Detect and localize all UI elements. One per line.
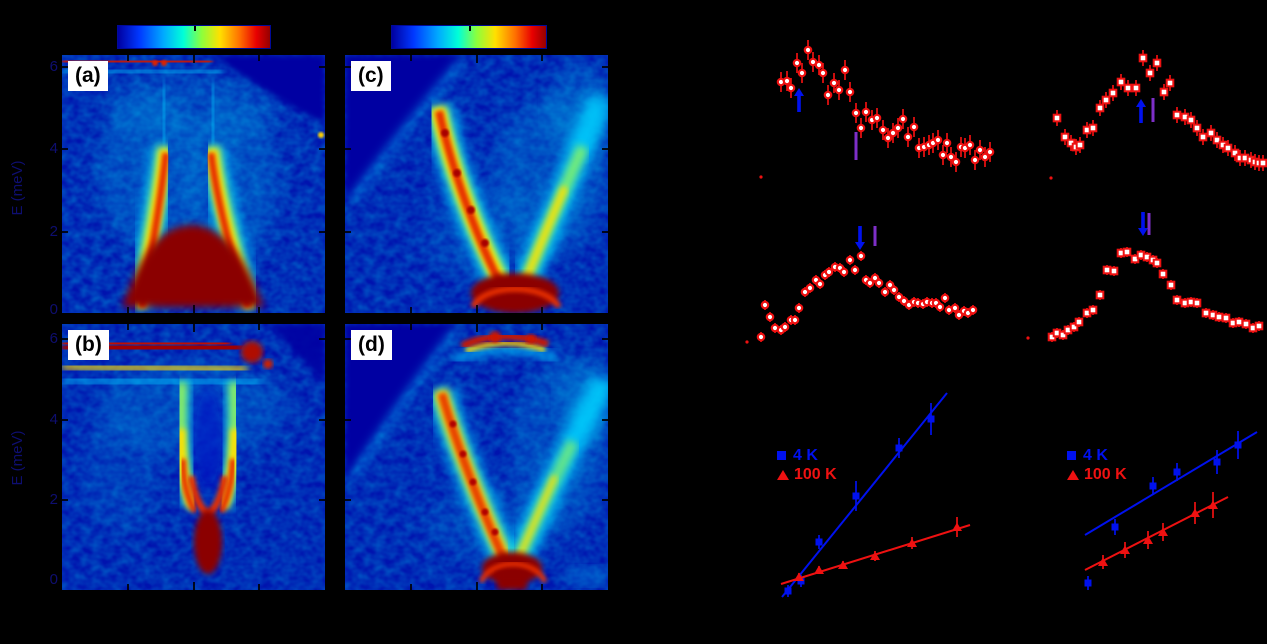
panel-a-ticks (62, 55, 325, 313)
legend-label-100k: 100 K (794, 465, 837, 483)
panel-label-b: (b) (68, 330, 109, 360)
legend-label-4k: 4 K (1083, 446, 1108, 464)
fit-line (781, 392, 948, 598)
ytick-top-6: 6 (49, 58, 58, 75)
panel-label-a: (a) (68, 61, 108, 91)
panel-label-c: (c) (351, 61, 391, 91)
ytick-bot-2: 2 (49, 491, 58, 508)
ytick-bot-4: 4 (49, 411, 58, 428)
fit-panel-i (780, 392, 971, 598)
blue-square-marker-icon (777, 451, 786, 460)
panel-c-ticks (345, 55, 608, 313)
legend-row-4k: 4 K (777, 446, 837, 465)
scatter-panel-e (759, 40, 995, 179)
ytick-bot-0: 0 (49, 571, 58, 588)
fit-line (1084, 496, 1229, 571)
panel-label-d: (d) (351, 330, 392, 360)
colorbar-left-tick (194, 26, 196, 31)
legend-label-100k: 100 K (1084, 465, 1127, 483)
fit-panel-j (1084, 431, 1258, 590)
legend-label-4k: 4 K (793, 446, 818, 464)
scatter-panel-g (745, 226, 978, 344)
ytick-top-2: 2 (49, 223, 58, 240)
colorbar-right-tick (469, 26, 471, 31)
blue-arrowhead-icon (1136, 99, 1146, 107)
panel-d-ticks (345, 324, 608, 590)
blue-square-marker-icon (1067, 451, 1076, 460)
blue-arrowhead-icon (794, 88, 804, 96)
legend-right-fit-panel: 4 K 100 K (1067, 446, 1127, 484)
blue-arrowhead-icon (1138, 228, 1148, 236)
legend-left-fit-panel: 4 K 100 K (777, 446, 837, 484)
scatter-panel-f (1049, 50, 1267, 180)
ytick-top-0: 0 (49, 301, 58, 318)
legend-row-100k: 100 K (1067, 465, 1127, 484)
heatmap-panel-a (62, 55, 325, 313)
panel-b-ticks (62, 324, 325, 590)
red-triangle-marker-icon (777, 469, 789, 480)
red-triangle-marker-icon (1067, 469, 1079, 480)
heatmap-panel-b (62, 324, 325, 590)
fit-line (1084, 431, 1258, 536)
colorbar-left (117, 25, 271, 49)
heatmap-panel-d (345, 324, 608, 590)
blue-arrowhead-icon (855, 242, 865, 250)
scatter-panel-h (1026, 212, 1264, 342)
legend-row-4k: 4 K (1067, 446, 1127, 465)
colorbar-right (391, 25, 547, 49)
ytick-top-4: 4 (49, 140, 58, 157)
legend-row-100k: 100 K (777, 465, 837, 484)
heatmap-panel-c (345, 55, 608, 313)
ytick-bot-6: 6 (49, 330, 58, 347)
